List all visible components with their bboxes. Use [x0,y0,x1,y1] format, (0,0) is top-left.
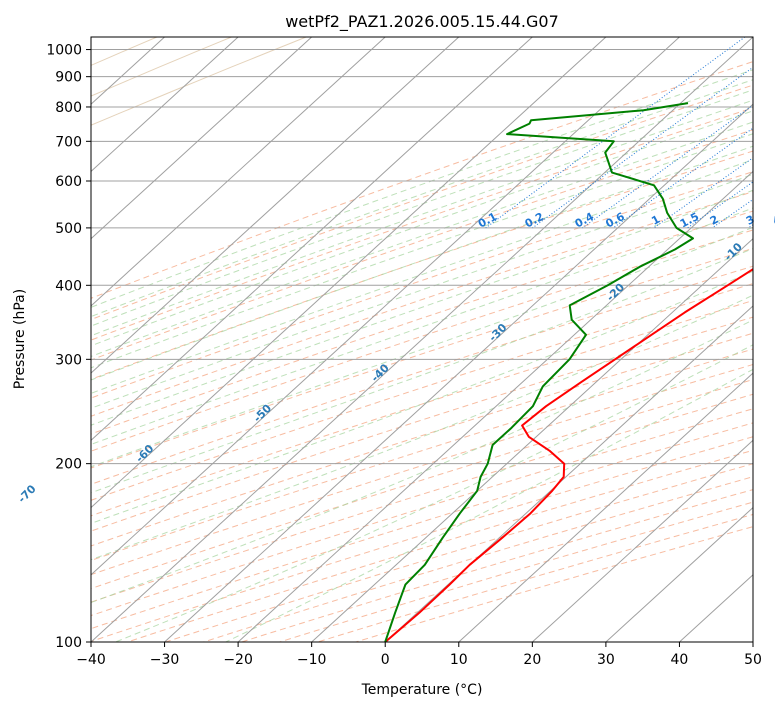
isotherm [91,37,313,240]
moist-adiabat [225,368,753,642]
moist-adiabat [91,248,753,494]
moist-adiabat [91,270,753,524]
dry-adiabat [279,501,753,642]
moist-adiabat [91,99,753,337]
y-tick-label: 500 [55,221,82,237]
moist-adiabat [115,344,753,642]
y-tick-label: 800 [55,100,82,116]
dry-adiabat-label: -30 [486,321,509,344]
dry-adiabat [355,526,753,642]
dry-adiabat [203,476,753,642]
mixing-ratio-label: 2 [708,213,721,228]
x-tick-label: 50 [744,652,762,668]
moist-adiabat [91,69,753,308]
isotherm [91,37,680,576]
dry-adiabat [91,436,753,642]
isotherm [311,237,753,642]
y-axis: 100 200 300 400 500 600 700 800 900 1000 [46,43,91,651]
isotherm [91,37,607,509]
dry-adiabat [91,150,753,380]
isotherm [237,170,753,642]
mixing-ratio-line [687,181,753,229]
dry-adiabat [317,513,753,642]
x-tick-label: −20 [223,652,253,668]
chart-title: wetPf2_PAZ1.2026.005.15.44.G07 [285,12,559,32]
mixing-ratio-label: 1 [649,213,662,228]
dry-adiabat-label: -60 [133,442,156,465]
x-tick-label: −30 [150,652,180,668]
moist-adiabat [91,173,753,409]
plot-frame [90,36,754,643]
moist-adiabat [91,226,753,468]
y-tick-label: 900 [55,70,82,86]
moist-adiabat [91,110,753,347]
isotherm [91,37,386,307]
dry-adiabat [91,84,753,321]
y-tick-label: 1000 [46,43,82,59]
x-tick-label: 0 [381,652,390,668]
mixing-ratio-line [748,224,753,229]
dry-adiabat [91,363,753,576]
isotherm [164,103,753,642]
dry-adiabat [91,107,753,341]
x-tick-label: 10 [450,652,468,668]
x-tick-label: 40 [671,652,689,668]
isotherm [91,37,460,374]
dry-adiabat [165,463,753,642]
moist-adiabat [91,79,753,318]
x-tick-label: 30 [597,652,615,668]
moist-adiabat [91,145,753,381]
dry-adiabat-label: -70 [15,482,38,505]
y-tick-label: 400 [55,278,82,294]
mixing-ratio-line [653,157,753,229]
y-tick-label: 600 [55,174,82,190]
moist-adiabat [91,121,753,357]
y-tick-label: 700 [55,134,82,150]
moist-adiabat [91,207,753,445]
dry-adiabat [91,379,753,590]
y-axis-label: Pressure (hPa) [12,289,28,389]
y-tick-label: 200 [55,457,82,473]
mixing-ratio-line [612,127,753,229]
dry-adiabat [91,171,753,399]
isotherm [91,37,239,173]
dry-adiabat [91,422,753,630]
x-axis: −40 −30 −20 −10 0 10 20 30 40 50 [76,642,762,668]
mixing-ratio-line [485,37,746,229]
y-tick-label: 100 [55,635,82,651]
annotation-layer: 0.10.20.40.611.52346810131620253036-100-… [15,210,775,506]
x-tick-label: −40 [76,652,106,668]
isotherm [384,305,753,642]
x-axis-label: Temperature (°C) [361,682,483,698]
grid-layer [91,37,753,642]
dewpoint-profile [384,102,694,642]
dry-adiabat-label: -40 [369,361,392,384]
isotherm [458,372,753,642]
isotherm [91,37,753,642]
moist-adiabat [91,294,753,561]
dry-adiabat [91,408,753,617]
x-tick-label: −10 [297,652,327,668]
temperature-profile [384,268,753,642]
dry-adiabat [91,129,753,361]
mixing-ratio-label: 4 [771,213,775,228]
moist-adiabat [91,159,753,394]
mixing-ratio-label: 3 [744,213,757,228]
moist-adiabat [91,133,753,369]
profile-layer [384,102,753,642]
x-tick-label: 20 [523,652,541,668]
theta-curve [91,37,307,126]
dry-adiabat [241,489,753,642]
moist-adiabat [91,89,753,327]
isotherm [91,37,533,442]
y-tick-label: 300 [55,352,82,368]
isotherm [605,506,753,642]
isotherm [531,439,753,642]
isotherm [752,641,753,642]
